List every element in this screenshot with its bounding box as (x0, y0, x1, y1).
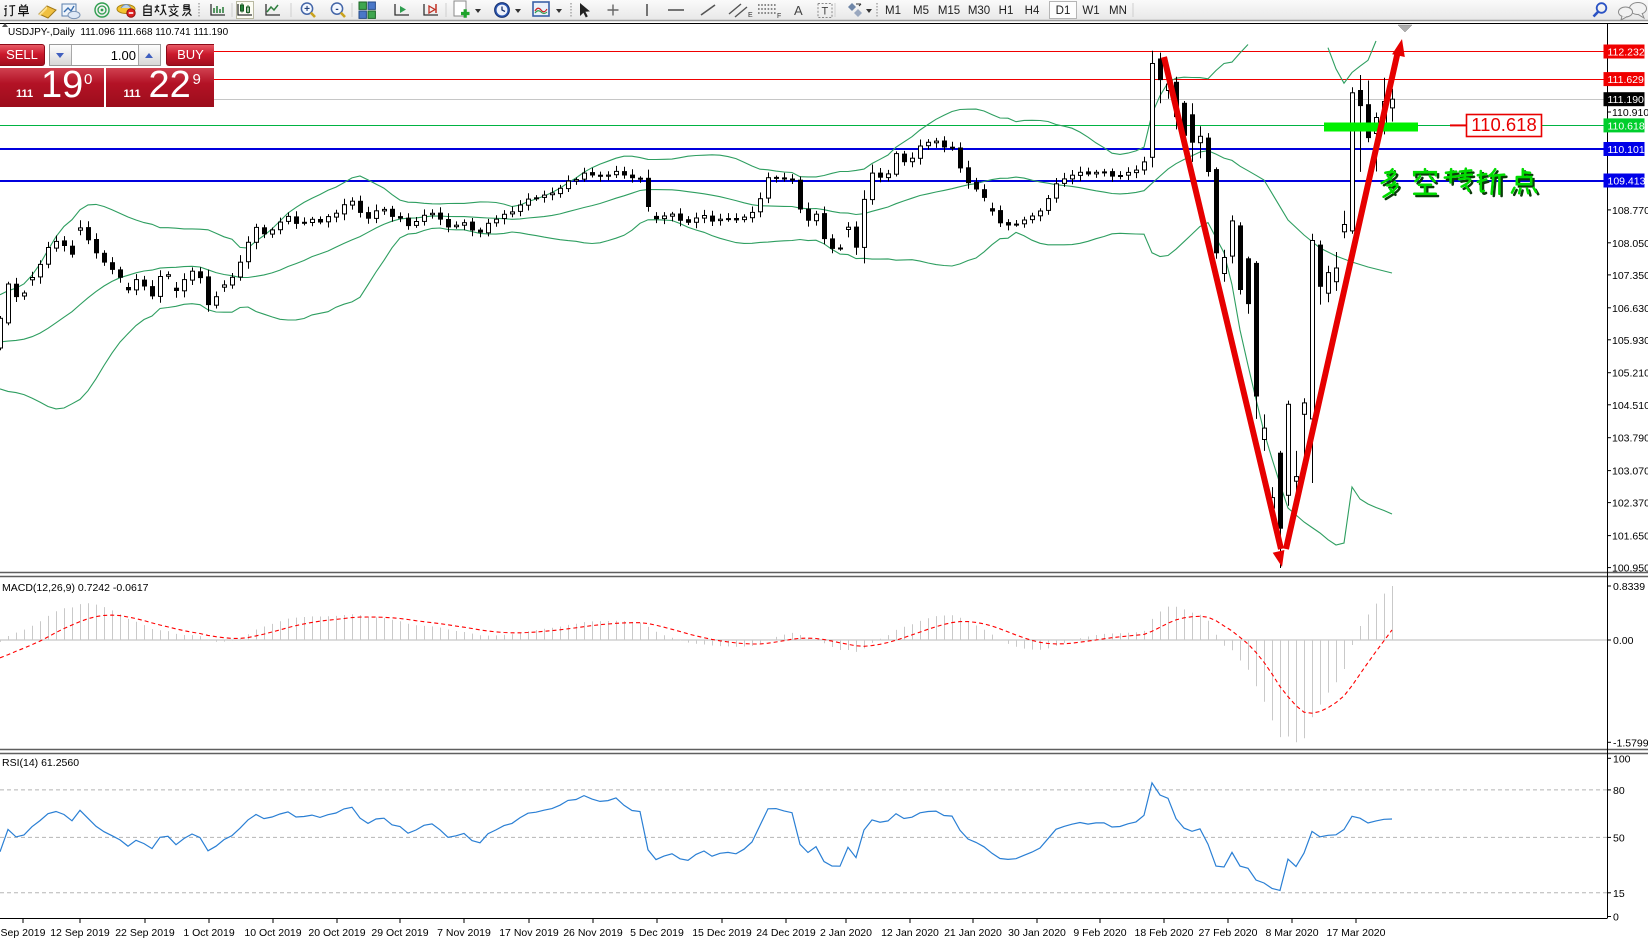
svg-text:21 Jan 2020: 21 Jan 2020 (944, 927, 1002, 939)
svg-text:M30: M30 (968, 5, 990, 17)
svg-text:-: - (335, 4, 338, 15)
svg-text:12 Jan 2020: 12 Jan 2020 (881, 927, 939, 939)
svg-text:0.8339: 0.8339 (1613, 581, 1645, 593)
svg-text:29 Oct 2019: 29 Oct 2019 (371, 927, 428, 939)
svg-text:12 Sep 2019: 12 Sep 2019 (50, 927, 110, 939)
svg-text:111.629: 111.629 (1608, 74, 1645, 86)
svg-text:7 Nov 2019: 7 Nov 2019 (437, 927, 491, 939)
svg-text:107.350: 107.350 (1612, 270, 1648, 282)
svg-text:MACD(12,26,9) 0.7242 -0.0617: MACD(12,26,9) 0.7242 -0.0617 (2, 582, 149, 594)
svg-text:M5: M5 (913, 5, 929, 17)
svg-text:W1: W1 (1082, 5, 1099, 17)
svg-text:110.910: 110.910 (1612, 107, 1648, 119)
svg-text:105.930: 105.930 (1612, 335, 1648, 347)
svg-text:H4: H4 (1025, 5, 1040, 17)
svg-text:102.370: 102.370 (1612, 498, 1648, 510)
svg-text:27 Feb 2020: 27 Feb 2020 (1199, 927, 1258, 939)
svg-text:30 Jan 2020: 30 Jan 2020 (1008, 927, 1066, 939)
svg-text:104.510: 104.510 (1612, 400, 1648, 412)
svg-text:RSI(14) 61.2560: RSI(14) 61.2560 (2, 757, 79, 769)
svg-text:101.650: 101.650 (1612, 531, 1648, 543)
svg-text:111.190: 111.190 (1608, 94, 1645, 106)
svg-text:100: 100 (1613, 753, 1631, 765)
svg-text:110.618: 110.618 (1608, 120, 1645, 132)
svg-text:112.232: 112.232 (1608, 47, 1645, 59)
svg-text:M1: M1 (885, 5, 901, 17)
svg-text:20 Oct 2019: 20 Oct 2019 (308, 927, 365, 939)
svg-text:MN: MN (1109, 5, 1127, 17)
svg-text:T: T (822, 6, 829, 18)
svg-text:E: E (748, 12, 753, 19)
svg-text:24 Dec 2019: 24 Dec 2019 (756, 927, 816, 939)
svg-text:USDJPY-,Daily 111.096 111.668: USDJPY-,Daily 111.096 111.668 110.741 11… (8, 27, 229, 38)
svg-text:110.101: 110.101 (1608, 144, 1645, 156)
svg-text:80: 80 (1613, 785, 1625, 797)
svg-text:10 Oct 2019: 10 Oct 2019 (244, 927, 301, 939)
svg-text:17 Nov 2019: 17 Nov 2019 (499, 927, 559, 939)
svg-text:F: F (777, 13, 781, 20)
svg-text:105.210: 105.210 (1612, 368, 1648, 380)
svg-text:-1.5799: -1.5799 (1613, 737, 1648, 749)
svg-text:Sep 2019: Sep 2019 (1, 927, 46, 939)
svg-text:109.413: 109.413 (1608, 176, 1646, 188)
svg-text:D1: D1 (1056, 5, 1071, 17)
svg-text:5 Dec 2019: 5 Dec 2019 (630, 927, 684, 939)
svg-text:2 Jan 2020: 2 Jan 2020 (820, 927, 872, 939)
svg-text:100.950: 100.950 (1612, 563, 1648, 575)
svg-text:103.790: 103.790 (1612, 433, 1648, 445)
svg-text:108.050: 108.050 (1612, 238, 1648, 250)
svg-text:A: A (794, 3, 803, 18)
svg-text:50: 50 (1613, 832, 1625, 844)
svg-text:9 Feb 2020: 9 Feb 2020 (1073, 927, 1126, 939)
svg-text:8 Mar 2020: 8 Mar 2020 (1265, 927, 1318, 939)
svg-text:108.770: 108.770 (1612, 205, 1648, 217)
svg-text:22 Sep 2019: 22 Sep 2019 (115, 927, 175, 939)
svg-text:0: 0 (1613, 912, 1619, 924)
svg-text:1 Oct 2019: 1 Oct 2019 (183, 927, 235, 939)
svg-text:17 Mar 2020: 17 Mar 2020 (1327, 927, 1386, 939)
svg-text:15: 15 (1613, 888, 1625, 900)
svg-text:15 Dec 2019: 15 Dec 2019 (692, 927, 752, 939)
svg-text:+: + (304, 4, 310, 15)
svg-text:H1: H1 (999, 5, 1014, 17)
svg-text:110.618: 110.618 (1471, 114, 1537, 135)
svg-text:103.070: 103.070 (1612, 466, 1648, 478)
svg-text:26 Nov 2019: 26 Nov 2019 (563, 927, 623, 939)
svg-text:M15: M15 (938, 5, 960, 17)
svg-text:0.00: 0.00 (1613, 635, 1634, 647)
svg-text:18 Feb 2020: 18 Feb 2020 (1135, 927, 1194, 939)
svg-text:106.630: 106.630 (1612, 303, 1648, 315)
